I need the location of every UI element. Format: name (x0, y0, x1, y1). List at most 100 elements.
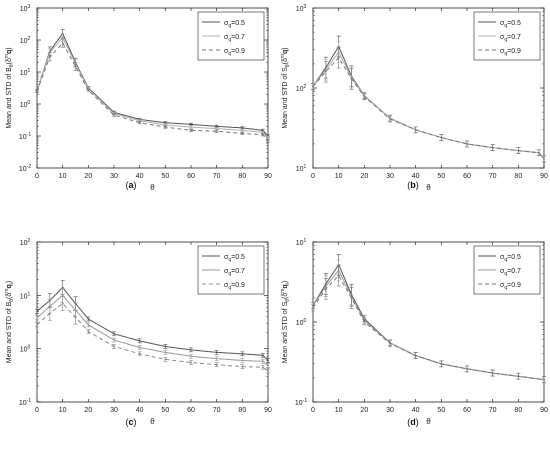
legend-sigma: σ (500, 48, 505, 55)
legend-value: =0.9 (507, 282, 521, 289)
data-point (241, 126, 244, 129)
panel-label: (d) (407, 417, 419, 427)
y-tick-base: 10 (19, 134, 27, 141)
y-label-bold: q (6, 50, 13, 54)
legend-label-2: σq=0.7 (224, 268, 245, 277)
data-point (138, 119, 141, 122)
y-label-close: ) (282, 47, 289, 49)
x-tick-label: 70 (489, 173, 497, 180)
x-axis-label: θ (150, 183, 155, 192)
legend-label-1: σq=0.5 (500, 20, 521, 29)
x-tick-label: 40 (412, 173, 420, 180)
y-label-bold: q (6, 284, 13, 288)
x-tick-label: 80 (514, 407, 522, 414)
data-point (215, 357, 218, 360)
y-tick-label: 103 (296, 4, 307, 13)
x-tick-label: 0 (35, 407, 39, 414)
x-tick-label: 40 (136, 407, 144, 414)
y-label-prefix: Mean and STD of S (282, 301, 289, 363)
y-label-open: (δ (282, 58, 289, 64)
x-tick-label: 60 (463, 407, 471, 414)
legend-sigma: σ (224, 20, 229, 27)
data-point (190, 355, 192, 358)
data-point (261, 133, 264, 136)
data-point (312, 85, 314, 88)
data-point (61, 294, 64, 297)
x-tick-label: 80 (238, 173, 246, 180)
legend-sub: q (504, 37, 507, 43)
data-point (491, 146, 494, 149)
legend-sub: q (228, 271, 231, 277)
x-tick-label: 90 (264, 407, 272, 414)
y-tick-label: 100 (296, 318, 307, 327)
panel-label-open: ( (125, 180, 128, 190)
legend-value: =0.5 (507, 20, 521, 27)
y-label-sub: θ (285, 299, 291, 302)
y-tick-exponent: 2 (28, 238, 31, 244)
legend-value: =0.5 (231, 20, 245, 27)
panel-label-close: ) (134, 180, 137, 190)
legend-value: =0.9 (231, 282, 245, 289)
legend-value: =0.5 (507, 254, 521, 261)
series-line-3 (312, 274, 545, 381)
y-tick-label: 10-1 (295, 398, 307, 407)
x-axis-label: θ (426, 417, 431, 426)
y-tick-exponent: 1 (28, 68, 31, 74)
panel-label-letter: a (128, 180, 134, 190)
data-point (190, 126, 192, 128)
data-point (215, 363, 218, 366)
y-tick-base: 10 (20, 240, 28, 247)
y-label-open: (δ (6, 58, 13, 64)
data-point (517, 375, 520, 378)
x-tick-label: 70 (489, 407, 497, 414)
data-point (543, 378, 545, 381)
legend-sub: q (228, 37, 231, 43)
y-label-bold: q (282, 50, 289, 54)
data-point (414, 128, 417, 131)
y-axis-label: Mean and STD of Bθ(δmqi) (4, 281, 15, 363)
data-point (350, 297, 353, 299)
data-point (36, 310, 38, 313)
data-point (337, 56, 340, 59)
y-label-prefix: Mean and STD of B (6, 67, 13, 129)
y-tick-label: 103 (20, 4, 31, 13)
y-label-sup: m (280, 289, 286, 293)
data-point (267, 359, 269, 362)
y-tick-base: 10 (20, 347, 28, 354)
data-point (74, 65, 77, 68)
data-point (164, 358, 167, 361)
data-point (241, 352, 244, 355)
data-point (215, 127, 218, 130)
data-point (215, 125, 218, 128)
y-tick-label: 102 (296, 84, 307, 93)
y-label-sup: m (4, 54, 10, 58)
data-point (138, 352, 141, 355)
y-label-close: ) (282, 281, 289, 283)
x-axis-label: θ (426, 183, 431, 192)
legend-sub: q (228, 285, 231, 291)
data-point (113, 332, 115, 335)
panel-label: (a) (125, 180, 136, 190)
data-point (74, 316, 77, 319)
x-tick-label: 60 (187, 407, 195, 414)
data-point (87, 89, 90, 92)
data-point (138, 121, 141, 124)
panel-label-open: ( (407, 180, 410, 190)
legend-value: =0.7 (231, 34, 245, 41)
data-point (61, 42, 64, 45)
y-label-bold: q (282, 284, 289, 288)
y-tick-base: 10 (295, 400, 303, 407)
y-tick-base: 10 (19, 400, 27, 407)
y-tick-exponent: 1 (304, 164, 307, 170)
legend-sigma: σ (500, 34, 505, 41)
data-point (267, 370, 269, 372)
data-point (363, 321, 366, 323)
legend-value: =0.7 (231, 268, 245, 275)
data-point (164, 126, 167, 128)
y-tick-base: 10 (20, 6, 28, 13)
data-point (267, 136, 269, 139)
y-label-sub: θ (9, 299, 15, 302)
data-point (337, 274, 340, 277)
data-point (215, 351, 218, 354)
